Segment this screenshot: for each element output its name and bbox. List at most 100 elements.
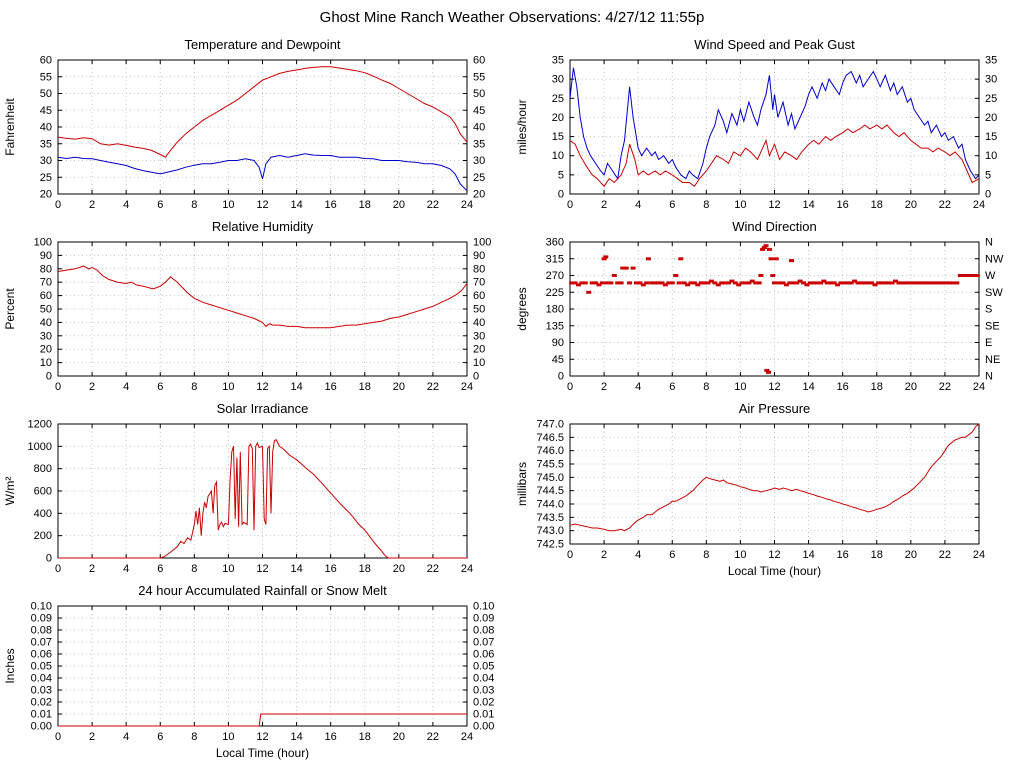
pressure-ytick-left: 745.0 xyxy=(536,472,564,484)
pressure-xtick: 6 xyxy=(669,549,675,561)
temperature-ytick-right: 55 xyxy=(473,71,485,83)
solar-ytick-left: 1200 xyxy=(28,419,52,431)
point-wind-direction xyxy=(722,281,728,285)
humidity-ytick-left: 60 xyxy=(40,290,52,302)
winddir-ylabel: degrees xyxy=(515,287,529,330)
point-wind-direction xyxy=(920,281,926,285)
winddir-ytick-left: 180 xyxy=(546,304,564,316)
point-wind-direction xyxy=(732,281,738,285)
rainfall-ytick-right: 0.04 xyxy=(473,673,494,685)
rainfall-ytick-left: 0.04 xyxy=(31,673,52,685)
pressure-ytick-left: 743.5 xyxy=(536,512,564,524)
point-wind-direction xyxy=(957,274,963,277)
point-wind-direction xyxy=(838,281,844,285)
point-wind-direction xyxy=(695,283,701,287)
point-wind-direction xyxy=(937,281,943,285)
pressure-ytick-left: 742.5 xyxy=(536,539,564,551)
pressure-ytick-left: 744.5 xyxy=(536,485,564,497)
wind-xtick: 22 xyxy=(939,199,951,211)
pressure-ytick-left: 743.0 xyxy=(536,525,564,537)
winddir-ytick-left: 90 xyxy=(552,337,564,349)
chart-wind-direction: Wind Direction 0 N 45 NE 90 E 135 SE 180 S 225 SW 270… xyxy=(512,216,1024,398)
chart-air-pressure: Air Pressure 742.5 743.0 743.5 744.0 744.5 745… xyxy=(512,398,1024,580)
humidity-xtick: 8 xyxy=(191,381,197,393)
temperature-xtick: 0 xyxy=(55,199,61,211)
humidity-title: Relative Humidity xyxy=(212,219,314,234)
point-wind-direction xyxy=(974,274,980,277)
wind-ytick-left: 0 xyxy=(558,189,564,201)
humidity-ytick-right: 0 xyxy=(473,371,479,383)
point-wind-direction xyxy=(906,281,912,285)
wind-title: Wind Speed and Peak Gust xyxy=(694,37,855,52)
point-wind-direction xyxy=(855,281,861,285)
point-wind-direction xyxy=(678,257,684,261)
temperature-ytick-left: 35 xyxy=(40,138,52,150)
point-wind-direction xyxy=(589,281,595,285)
point-wind-direction xyxy=(766,370,771,374)
solar-xtick: 4 xyxy=(123,563,129,575)
point-wind-direction xyxy=(961,274,967,277)
series-rainfall xyxy=(58,713,467,727)
winddir-ytick-right: NW xyxy=(985,253,1004,265)
pressure-xtick: 2 xyxy=(601,549,607,561)
point-wind-direction xyxy=(807,281,813,285)
winddir-ytick-left: 270 xyxy=(546,270,564,282)
point-wind-direction xyxy=(872,283,878,287)
rainfall-ytick-right: 0.07 xyxy=(473,637,494,649)
point-wind-direction xyxy=(698,281,704,285)
humidity-ytick-left: 90 xyxy=(40,250,52,262)
humidity-xtick: 10 xyxy=(222,381,234,393)
temperature-ytick-left: 55 xyxy=(40,71,52,83)
wind-ytick-right: 10 xyxy=(985,150,997,162)
rainfall-ytick-left: 0.08 xyxy=(31,625,52,637)
point-wind-direction xyxy=(708,279,714,283)
point-wind-direction xyxy=(756,281,762,285)
winddir-ytick-left: 315 xyxy=(546,253,564,265)
winddir-xtick: 0 xyxy=(567,381,573,393)
solar-xtick: 2 xyxy=(89,563,95,575)
winddir-ytick-left: 360 xyxy=(546,237,564,249)
temperature-ytick-right: 45 xyxy=(473,105,485,117)
humidity-ytick-right: 100 xyxy=(473,237,491,249)
point-wind-direction xyxy=(944,281,950,285)
wind-xtick: 12 xyxy=(768,199,780,211)
rainfall-ytick-right: 0.08 xyxy=(473,625,494,637)
humidity-ytick-right: 50 xyxy=(473,304,485,316)
pressure-ytick-left: 747.0 xyxy=(536,419,564,431)
point-wind-direction xyxy=(656,281,662,285)
winddir-xtick: 4 xyxy=(635,381,641,393)
pressure-xlabel: Local Time (hour) xyxy=(728,564,821,578)
wind-ytick-right: 25 xyxy=(985,93,997,105)
humidity-xtick: 20 xyxy=(393,381,405,393)
temperature-xtick: 18 xyxy=(359,199,371,211)
point-wind-direction xyxy=(596,283,602,287)
series-solar-irradiance xyxy=(58,438,467,559)
rainfall-xtick: 12 xyxy=(256,731,268,743)
pressure-xtick: 0 xyxy=(567,549,573,561)
point-wind-direction xyxy=(702,281,708,285)
winddir-ytick-right: NE xyxy=(985,354,1000,366)
chart-rainfall: 24 hour Accumulated Rainfall or Snow Mel… xyxy=(0,580,512,762)
humidity-xtick: 18 xyxy=(359,381,371,393)
winddir-ytick-left: 45 xyxy=(552,354,564,366)
series-air-pressure xyxy=(569,423,980,532)
rainfall-xtick: 0 xyxy=(55,731,61,743)
rainfall-xtick: 16 xyxy=(325,731,337,743)
temperature-title: Temperature and Dewpoint xyxy=(184,37,340,52)
point-wind-direction xyxy=(841,281,847,285)
point-wind-direction xyxy=(763,244,769,248)
point-wind-direction xyxy=(673,274,679,277)
point-wind-direction xyxy=(927,281,933,285)
point-wind-direction xyxy=(736,283,742,287)
solar-xtick: 22 xyxy=(427,563,439,575)
temperature-xtick: 20 xyxy=(393,199,405,211)
wind-xtick: 20 xyxy=(905,199,917,211)
humidity-ytick-right: 30 xyxy=(473,330,485,342)
point-wind-direction xyxy=(649,281,655,285)
rainfall-xtick: 10 xyxy=(222,731,234,743)
page-title: Ghost Mine Ranch Weather Observations: 4… xyxy=(319,9,705,26)
winddir-ytick-right: W xyxy=(985,270,996,282)
wind-ytick-right: 15 xyxy=(985,131,997,143)
